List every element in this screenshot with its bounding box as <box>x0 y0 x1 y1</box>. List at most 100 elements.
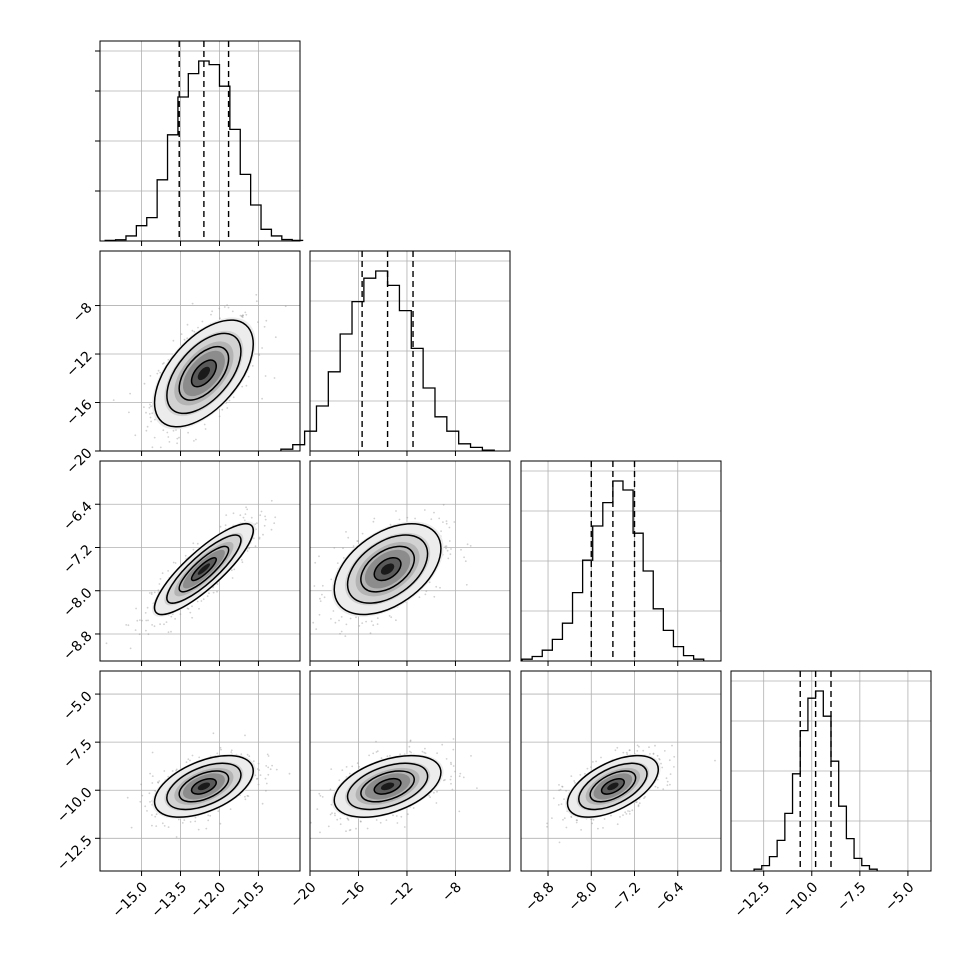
sample-point <box>167 631 170 634</box>
sample-point <box>204 428 207 430</box>
sample-point <box>389 754 391 757</box>
sample-point <box>138 633 141 636</box>
sample-point <box>159 446 162 449</box>
sample-point <box>403 826 406 828</box>
sample-point <box>329 788 332 791</box>
sample-point <box>145 619 148 622</box>
y-tick-label: −7.2 <box>60 542 95 577</box>
density-contour <box>373 777 402 795</box>
sample-point <box>233 568 236 571</box>
sample-point <box>147 633 150 636</box>
sample-point <box>241 385 244 388</box>
sample-point <box>264 518 267 521</box>
sample-point <box>558 784 560 786</box>
sample-point <box>158 780 161 782</box>
sample-point <box>251 365 254 367</box>
sample-point <box>223 306 226 308</box>
sample-point <box>185 761 188 764</box>
sample-point <box>241 561 244 564</box>
sample-point <box>259 774 262 776</box>
sample-point <box>360 820 362 823</box>
sample-point <box>219 317 221 320</box>
sample-point <box>130 826 133 829</box>
sample-point <box>563 817 566 819</box>
sample-point <box>584 772 586 775</box>
sample-point <box>636 750 639 752</box>
sample-point <box>319 794 322 797</box>
sample-point <box>330 618 332 620</box>
sample-point <box>339 823 342 826</box>
sample-point <box>154 418 156 421</box>
sample-point <box>546 825 548 828</box>
panel-frame <box>309 250 511 452</box>
sample-point <box>445 520 448 522</box>
sample-point <box>385 819 388 821</box>
density-contour <box>600 777 625 795</box>
sample-point <box>459 772 462 775</box>
sample-point <box>622 751 625 754</box>
density-contour <box>589 770 637 803</box>
sample-point <box>573 780 576 782</box>
density-contour <box>578 762 648 811</box>
sample-point <box>267 755 270 757</box>
sample-point <box>206 595 209 598</box>
panel-frame <box>99 250 301 452</box>
sample-point <box>576 819 578 822</box>
sample-point <box>368 754 370 757</box>
sample-point <box>193 440 195 442</box>
sample-point <box>352 545 355 547</box>
sample-point <box>365 620 367 623</box>
x-tick-label: −15.0 <box>110 879 152 921</box>
tick-marks <box>95 305 259 456</box>
y-tick-label: −16 <box>63 397 95 429</box>
sample-point <box>226 407 229 409</box>
tick-marks <box>763 871 909 876</box>
sample-point <box>450 761 452 764</box>
sample-point <box>452 748 455 751</box>
sample-point <box>208 592 210 595</box>
sample-point <box>258 537 261 540</box>
tick-marks <box>95 503 259 666</box>
panel-frame <box>99 40 301 242</box>
sample-point <box>157 781 160 784</box>
sample-point <box>242 314 244 317</box>
sample-point <box>248 755 251 758</box>
density-contour <box>333 522 442 616</box>
sample-point <box>345 830 347 833</box>
density-contour <box>166 332 242 415</box>
sample-point <box>660 762 662 765</box>
sample-point <box>201 320 204 323</box>
sample-point <box>637 804 640 806</box>
sample-point <box>261 347 263 349</box>
sample-point <box>348 829 351 832</box>
sample-point <box>187 758 190 761</box>
sample-point <box>442 521 444 523</box>
sample-point <box>561 785 563 788</box>
sample-point <box>247 375 250 378</box>
sample-point <box>157 781 159 784</box>
sample-point <box>252 760 255 763</box>
sample-point <box>264 777 267 780</box>
sample-point <box>395 510 397 512</box>
sample-point <box>445 522 448 525</box>
sample-point <box>180 333 183 335</box>
sample-point <box>141 794 144 797</box>
sample-point <box>318 792 321 795</box>
sample-point <box>369 632 372 635</box>
sample-point <box>430 518 433 521</box>
sample-point <box>423 509 426 511</box>
sample-point <box>410 751 412 754</box>
sample-point <box>648 746 650 749</box>
sample-point <box>330 578 333 581</box>
sample-point <box>155 825 158 827</box>
sample-point <box>452 765 455 767</box>
sample-point <box>241 315 243 318</box>
scatter-3-0 <box>126 732 291 838</box>
sample-point <box>450 775 452 778</box>
sample-point <box>269 768 272 771</box>
sample-point <box>174 562 177 564</box>
sample-point <box>153 591 156 594</box>
sample-point <box>671 744 673 747</box>
histogram-step <box>280 270 495 451</box>
